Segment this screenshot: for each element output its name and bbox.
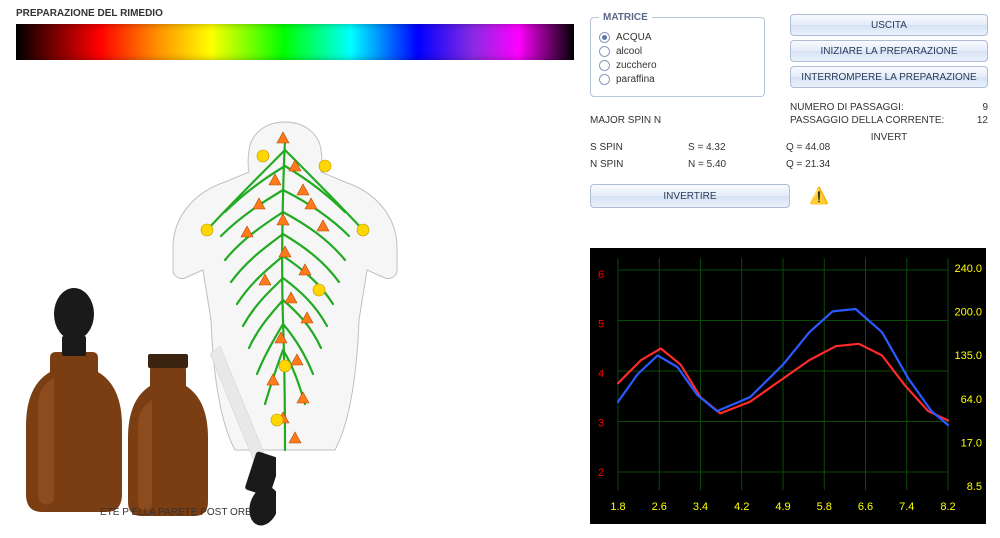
iniziare-button[interactable]: INIZIARE LA PREPARAZIONE	[790, 40, 988, 62]
matrice-fieldset: MATRICE ACQUA alcool zucchero paraffina	[590, 12, 765, 97]
svg-text:5: 5	[598, 319, 604, 331]
footer-label: ETE P ELLA PARETE POST ORE	[100, 507, 252, 518]
radio-icon	[599, 46, 610, 57]
matrice-option-alcool[interactable]: alcool	[599, 46, 756, 57]
svg-text:8.5: 8.5	[967, 481, 982, 493]
svg-text:64.0: 64.0	[961, 394, 982, 406]
right-buttons: USCITA INIZIARE LA PREPARAZIONE INTERROM…	[790, 14, 988, 88]
svg-text:17.0: 17.0	[961, 437, 982, 449]
spectrum-bar	[16, 24, 574, 60]
svg-text:4.2: 4.2	[734, 501, 749, 513]
uscita-button[interactable]: USCITA	[790, 14, 988, 36]
spin-name: N SPIN	[590, 159, 646, 170]
spin-block: MAJOR SPIN N S SPIN S = 4.32 Q = 44.08 N SP…	[590, 115, 980, 208]
radio-icon	[599, 74, 610, 85]
radio-label: paraffina	[616, 74, 655, 85]
major-spin-label: MAJOR SPIN N	[590, 115, 980, 126]
spin-q: Q = 21.34	[786, 159, 842, 170]
spin-v: N = 5.40	[688, 159, 744, 170]
svg-text:6: 6	[598, 269, 604, 281]
radio-label: alcool	[616, 46, 642, 57]
svg-text:135.0: 135.0	[954, 350, 982, 362]
svg-text:240.0: 240.0	[954, 263, 982, 275]
radio-icon	[599, 60, 610, 71]
dropper	[196, 338, 276, 528]
bottle-1	[14, 286, 134, 518]
radio-icon	[599, 32, 610, 43]
chart-svg: 6 5 4 3 2 240.0 200.0 135.0 64.0 17.0 8.5 1.8 2.6 3.4…	[590, 248, 986, 524]
svg-text:4: 4	[598, 368, 604, 380]
interrompere-button[interactable]: INTERROMPERE LA PREPARAZIONE	[790, 66, 988, 88]
spin-name: S SPIN	[590, 142, 646, 153]
svg-text:5.8: 5.8	[817, 501, 832, 513]
spin-q: Q = 44.08	[786, 142, 842, 153]
matrice-option-paraffina[interactable]: paraffina	[599, 74, 756, 85]
matrice-option-acqua[interactable]: ACQUA	[599, 32, 756, 43]
svg-text:3: 3	[598, 418, 604, 430]
passaggi-label: NUMERO DI PASSAGGI:	[790, 102, 904, 113]
passaggi-value: 9	[982, 102, 988, 113]
warning-icon: ⚠️	[808, 185, 830, 207]
radio-label: ACQUA	[616, 32, 652, 43]
spin-row: S SPIN S = 4.32 Q = 44.08	[590, 142, 980, 153]
svg-text:7.4: 7.4	[899, 501, 914, 513]
svg-text:3.4: 3.4	[693, 501, 708, 513]
spin-v: S = 4.32	[688, 142, 744, 153]
svg-text:6.6: 6.6	[858, 501, 873, 513]
spin-row: N SPIN N = 5.40 Q = 21.34	[590, 159, 980, 170]
invertire-button[interactable]: INVERTIRE	[590, 184, 790, 208]
svg-text:2: 2	[598, 467, 604, 479]
matrice-option-zucchero[interactable]: zucchero	[599, 60, 756, 71]
svg-text:1.8: 1.8	[610, 501, 625, 513]
matrice-legend: MATRICE	[599, 12, 652, 23]
radio-label: zucchero	[616, 60, 657, 71]
svg-text:4.9: 4.9	[775, 501, 790, 513]
chart-panel: 6 5 4 3 2 240.0 200.0 135.0 64.0 17.0 8.5 1.8 2.6 3.4…	[590, 248, 986, 524]
svg-text:200.0: 200.0	[954, 307, 982, 319]
page-title: PREPARAZIONE DEL RIMEDIO	[16, 8, 163, 19]
svg-text:8.2: 8.2	[940, 501, 955, 513]
svg-text:2.6: 2.6	[652, 501, 667, 513]
